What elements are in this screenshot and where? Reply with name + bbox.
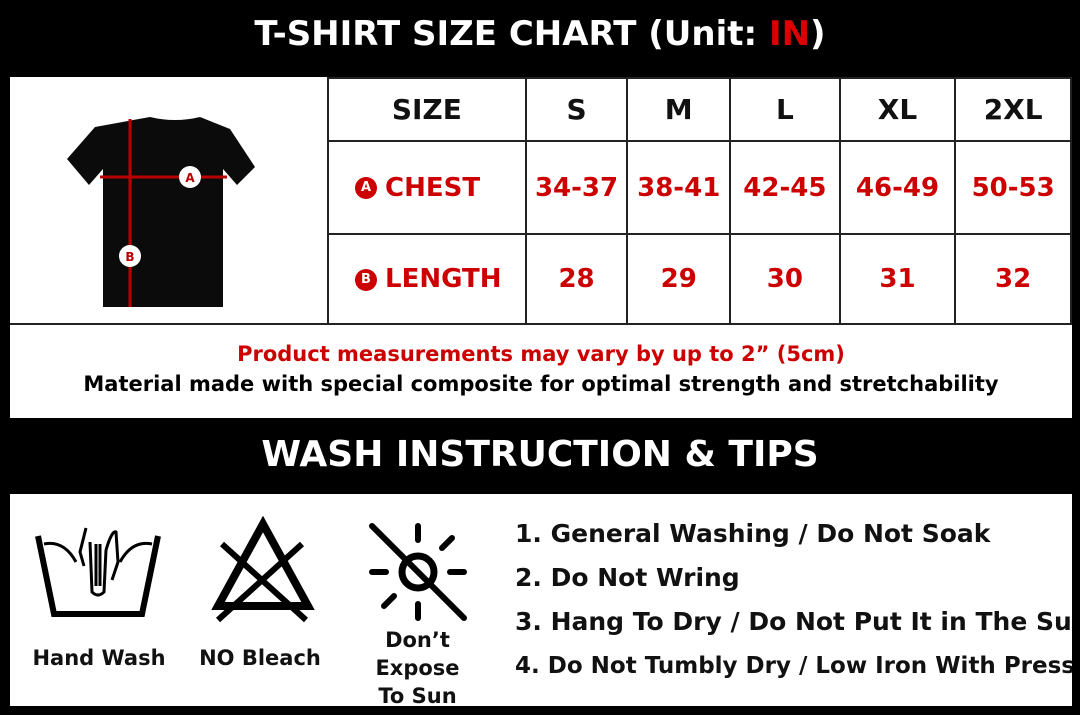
no-sun-label-line2: To Sun: [378, 684, 457, 706]
size-header: SIZE: [327, 77, 527, 142]
table-row: A CHEST 34-37 38-41 42-45 46-49 50-53: [327, 140, 1072, 235]
row-label: CHEST: [385, 172, 481, 203]
no-bleach-label: NO Bleach: [199, 646, 321, 670]
cell: 46-49: [838, 140, 957, 235]
cell: 30: [729, 233, 841, 325]
hand-wash-label: Hand Wash: [32, 646, 166, 670]
size-table: SIZE S M L XL 2XL A CHEST 34-37 38-41 42-…: [327, 77, 1072, 325]
material-note: Material made with special composite for…: [83, 372, 999, 396]
title-text: T-SHIRT SIZE CHART (Unit:: [254, 14, 769, 54]
cell: 38-41: [626, 140, 732, 235]
page-title: T-SHIRT SIZE CHART (Unit: IN): [0, 14, 1080, 64]
wash-title: WASH INSTRUCTION & TIPS: [261, 434, 819, 475]
cell: 29: [626, 233, 732, 325]
size-l: L: [729, 77, 841, 142]
tip-item: 2. Do Not Wring: [515, 563, 740, 592]
table-row: B LENGTH 28 29 30 31 32: [327, 233, 1072, 325]
size-2xl: 2XL: [954, 77, 1072, 142]
wash-panel: Hand Wash NO Bleach Don’t Expose To Sun 1…: [10, 494, 1072, 706]
tip-item: 4. Do Not Tumbly Dry / Low Iron With Pre…: [515, 653, 1072, 679]
badge-b-icon: B: [355, 268, 377, 291]
size-xl: XL: [838, 77, 957, 142]
marker-b: B: [125, 250, 134, 264]
chest-label: A CHEST: [327, 140, 527, 235]
length-label: B LENGTH: [327, 233, 527, 325]
title-suffix: ): [810, 14, 826, 54]
size-s: S: [524, 77, 629, 142]
no-sun-label-line1: Don’t Expose: [375, 628, 460, 680]
marker-a: A: [185, 171, 195, 185]
size-m: M: [626, 77, 732, 142]
cell: 28: [524, 233, 629, 325]
tips-list: 1. General Washing / Do Not Soak 2. Do N…: [515, 516, 1072, 692]
size-chart-panel: A B SIZE S M L XL 2XL A CHEST 34-37 38-41…: [10, 77, 1072, 418]
tip-item: 3. Hang To Dry / Do Not Put It in The Su…: [515, 607, 1072, 636]
unit-text: IN: [768, 14, 811, 54]
row-label: LENGTH: [385, 264, 502, 294]
cell: 34-37: [524, 140, 629, 235]
tip-item: 1. General Washing / Do Not Soak: [515, 519, 991, 548]
badge-a-icon: A: [355, 177, 377, 199]
cell: 50-53: [954, 140, 1072, 235]
tshirt-diagram-icon: A B: [67, 117, 255, 307]
cell: 42-45: [729, 140, 841, 235]
table-header-row: SIZE S M L XL 2XL: [327, 77, 1072, 142]
cell: 31: [838, 233, 957, 325]
cell: 32: [954, 233, 1072, 325]
notes: Product measurements may vary by up to 2…: [10, 325, 1072, 396]
hand-wash-icon: [35, 527, 161, 617]
variance-note: Product measurements may vary by up to 2…: [237, 342, 845, 366]
no-bleach-icon: [211, 516, 315, 623]
no-sun-label: Don’t Expose To Sun: [340, 626, 495, 706]
no-sun-icon: [369, 523, 467, 621]
